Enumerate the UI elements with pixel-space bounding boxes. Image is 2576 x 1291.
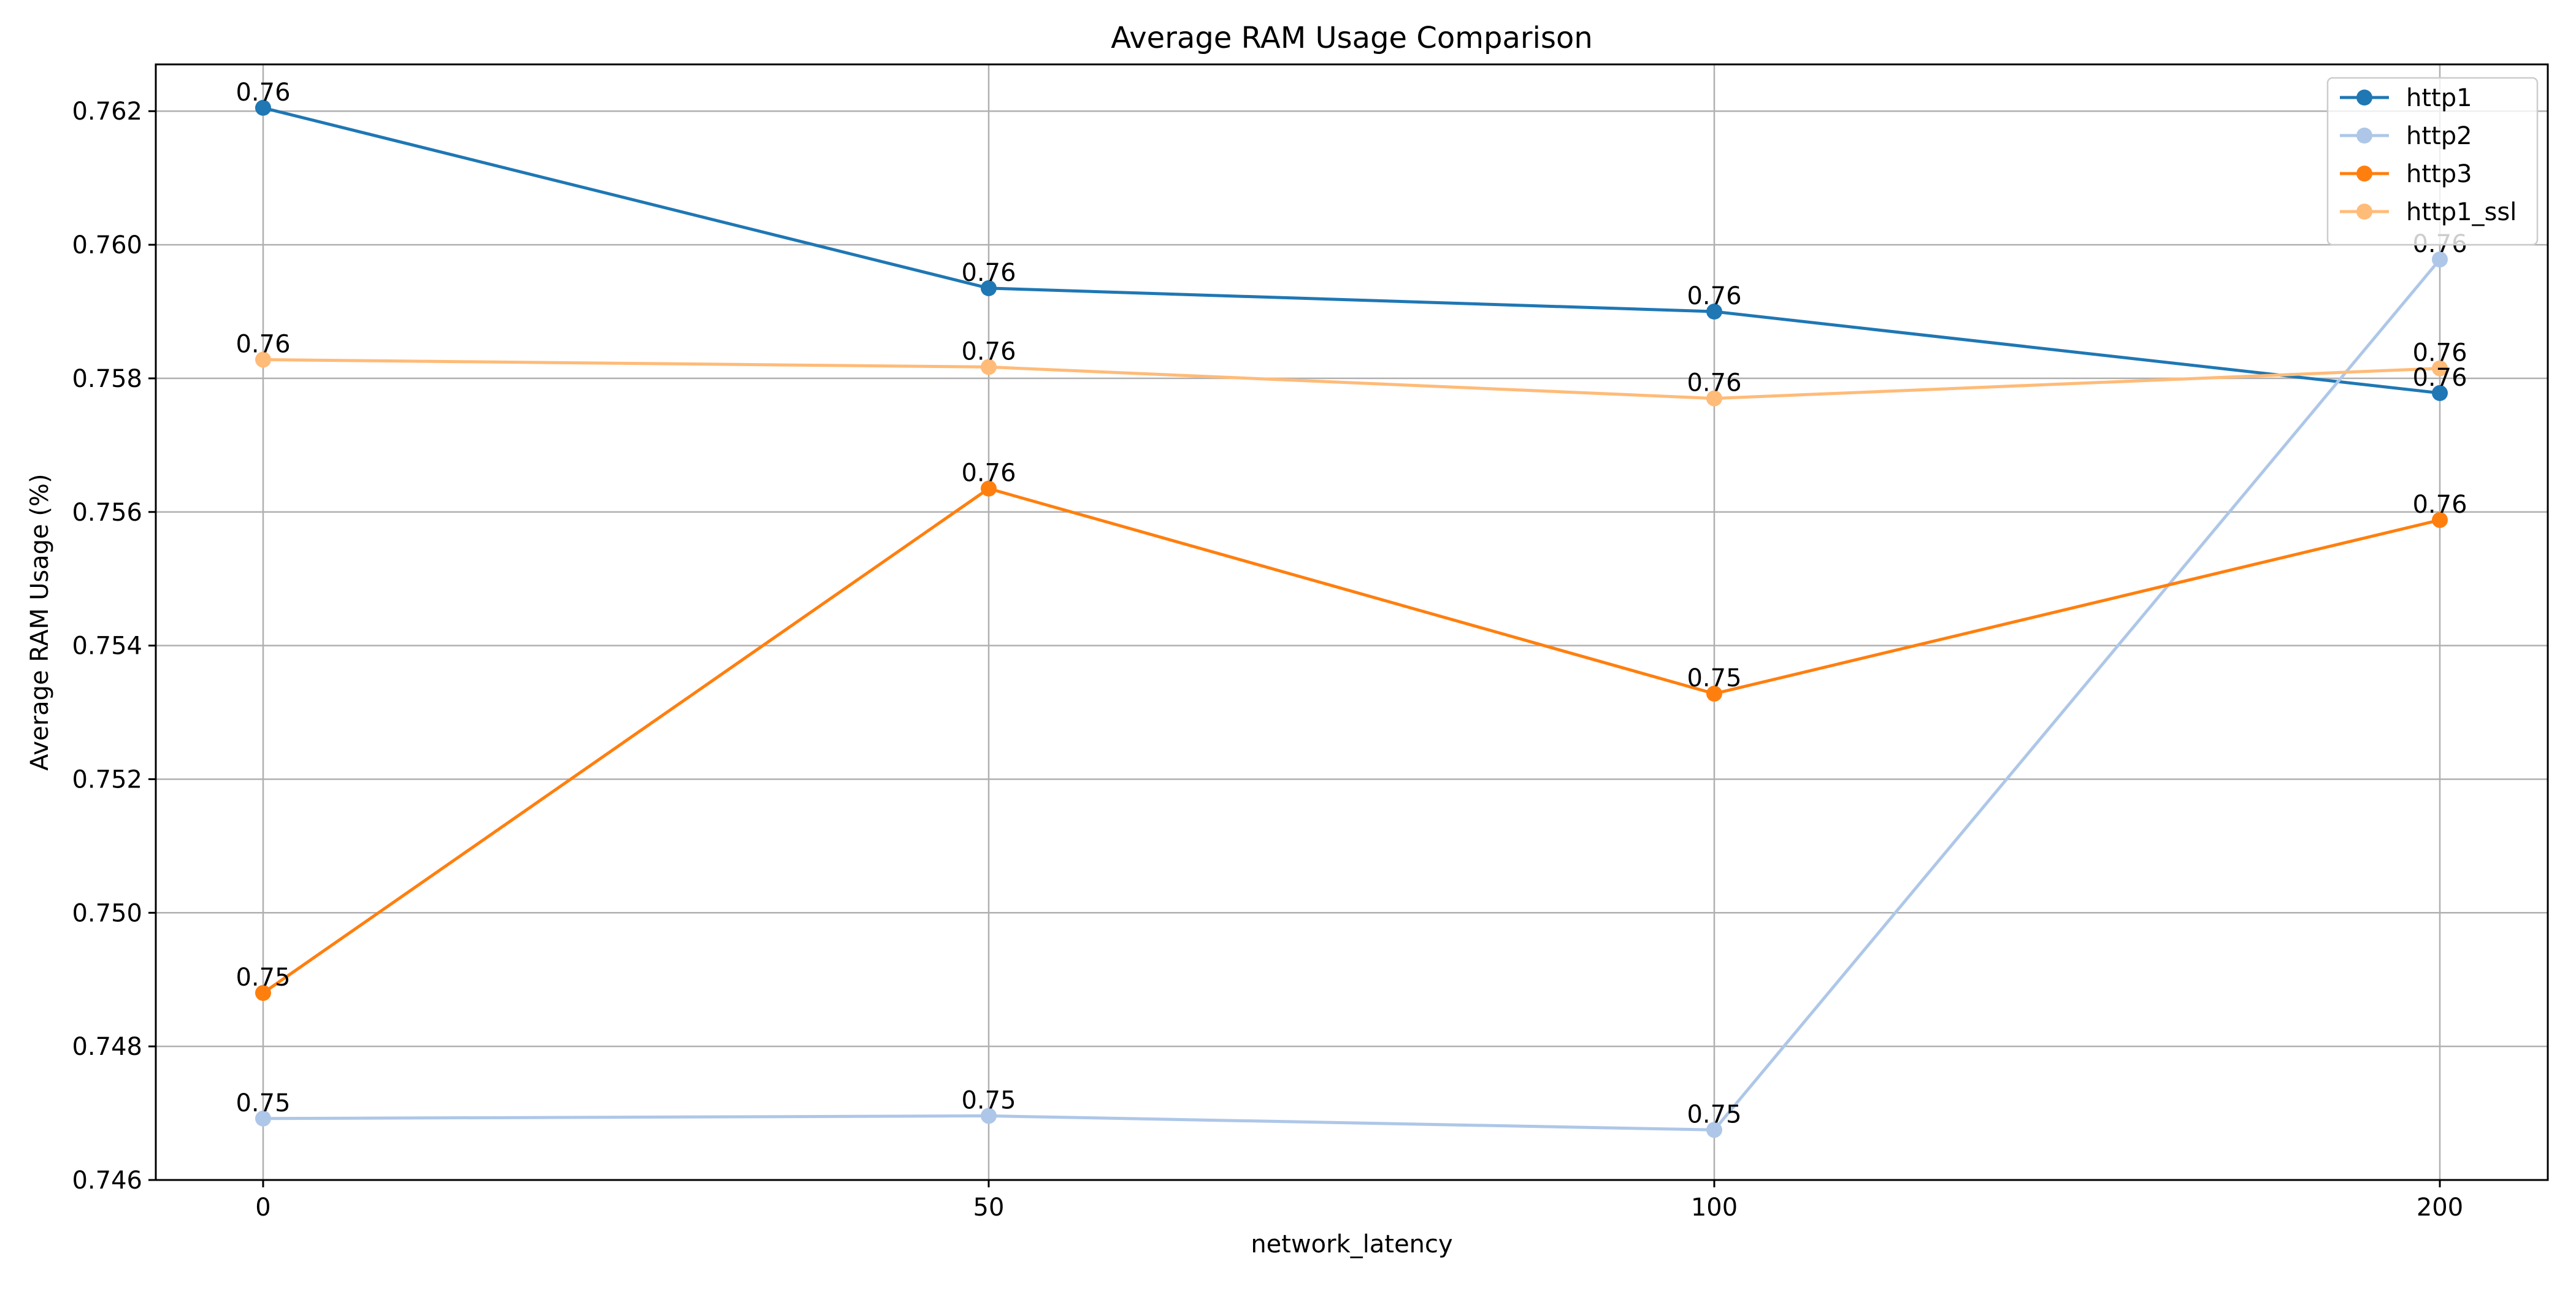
- series-layer: [255, 99, 2448, 1138]
- y-tick-label: 0.760: [72, 231, 142, 259]
- data-label-http1_ssl: 0.76: [236, 330, 290, 358]
- data-label-http3: 0.75: [1687, 664, 1741, 692]
- x-tick-label: 200: [2417, 1193, 2463, 1222]
- data-point-http2: [255, 1110, 271, 1127]
- data-label-http3: 0.76: [961, 459, 1016, 488]
- data-point-http2: [2432, 251, 2448, 268]
- plot-area-frame: [155, 63, 2549, 1181]
- data-label-http1_ssl: 0.76: [2412, 339, 2467, 367]
- series-line-http3: [262, 486, 2440, 995]
- data-point-http1: [2432, 385, 2448, 401]
- data-label-http1: 0.76: [2412, 364, 2467, 392]
- data-point-http1: [255, 99, 271, 116]
- data-label-http1_ssl: 0.76: [961, 337, 1016, 366]
- x-axis-label: network_latency: [1251, 1230, 1452, 1258]
- legend-label-http1_ssl: http1_ssl: [2406, 198, 2517, 226]
- legend-box: [2326, 77, 2539, 246]
- series-line-http2: [263, 258, 2441, 1132]
- data-point-http3: [1706, 686, 1722, 702]
- x-tick-label: 0: [255, 1193, 270, 1222]
- y-tick-label: 0.750: [72, 899, 142, 927]
- data-label-http2: 0.75: [961, 1086, 1016, 1114]
- data-point-http3: [2432, 511, 2448, 528]
- data-label-http1: 0.76: [961, 259, 1016, 287]
- data-label-http1: 0.76: [236, 79, 290, 107]
- data-point-http2: [1706, 1122, 1722, 1138]
- data-point-http1_ssl: [981, 359, 997, 375]
- y-tick-label: 0.748: [72, 1033, 142, 1061]
- y-tick-label: 0.762: [72, 98, 142, 126]
- y-tick-label: 0.746: [72, 1166, 142, 1195]
- data-label-http2: 0.75: [1687, 1100, 1741, 1128]
- legend-label-http2: http2: [2406, 122, 2472, 150]
- data-point-http3: [981, 480, 997, 497]
- y-tick-label: 0.758: [72, 365, 142, 393]
- data-label-http3: 0.75: [236, 963, 290, 992]
- ticks-layer: 0.7460.7480.7500.7520.7540.7560.7580.760…: [72, 98, 2463, 1222]
- data-label-http3: 0.76: [2412, 491, 2467, 519]
- data-labels-layer: 0.760.760.760.760.750.750.750.760.750.76…: [236, 79, 2467, 1129]
- legend-marker-http3: [2356, 166, 2372, 182]
- grid-layer: [156, 64, 2548, 1181]
- series-line-http1: [263, 106, 2440, 395]
- data-point-http2: [981, 1108, 997, 1124]
- legend-label-http1: http1: [2406, 84, 2472, 112]
- data-label-http1_ssl: 0.76: [1687, 369, 1741, 397]
- series-line-http1_ssl: [263, 358, 2440, 400]
- legend: http1 http2 http3 http1_ssl: [2326, 77, 2539, 246]
- legend-marker-http1: [2356, 90, 2372, 105]
- chart-title: Average RAM Usage Comparison: [1111, 21, 1592, 55]
- y-tick-label: 0.752: [72, 765, 142, 794]
- legend-label-http3: http3: [2406, 160, 2472, 188]
- data-point-http1: [1706, 304, 1722, 320]
- y-axis-label: Average RAM Usage (%): [26, 473, 54, 770]
- x-tick-label: 50: [973, 1193, 1005, 1222]
- x-tick-label: 100: [1691, 1193, 1738, 1222]
- data-point-http3: [255, 985, 271, 1002]
- data-label-http1: 0.76: [1687, 282, 1741, 310]
- data-label-http2: 0.75: [236, 1089, 290, 1117]
- data-point-http1: [981, 280, 997, 296]
- legend-marker-http1_ssl: [2356, 204, 2372, 220]
- legend-marker-http2: [2356, 128, 2372, 144]
- data-point-http1_ssl: [1706, 390, 1722, 407]
- y-tick-label: 0.756: [72, 499, 142, 527]
- y-tick-label: 0.754: [72, 632, 142, 661]
- data-point-http1_ssl: [2432, 360, 2448, 377]
- data-point-http1_ssl: [255, 351, 271, 368]
